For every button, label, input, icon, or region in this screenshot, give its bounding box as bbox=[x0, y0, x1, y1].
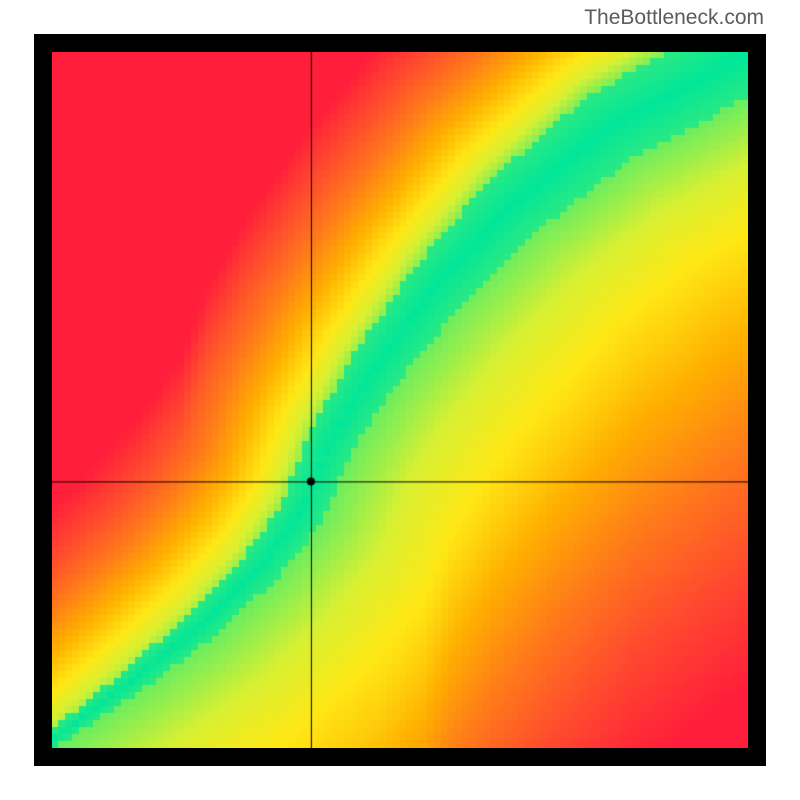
bottleneck-heatmap bbox=[52, 52, 748, 748]
watermark-text: TheBottleneck.com bbox=[584, 6, 764, 30]
chart-container: TheBottleneck.com bbox=[0, 0, 800, 800]
